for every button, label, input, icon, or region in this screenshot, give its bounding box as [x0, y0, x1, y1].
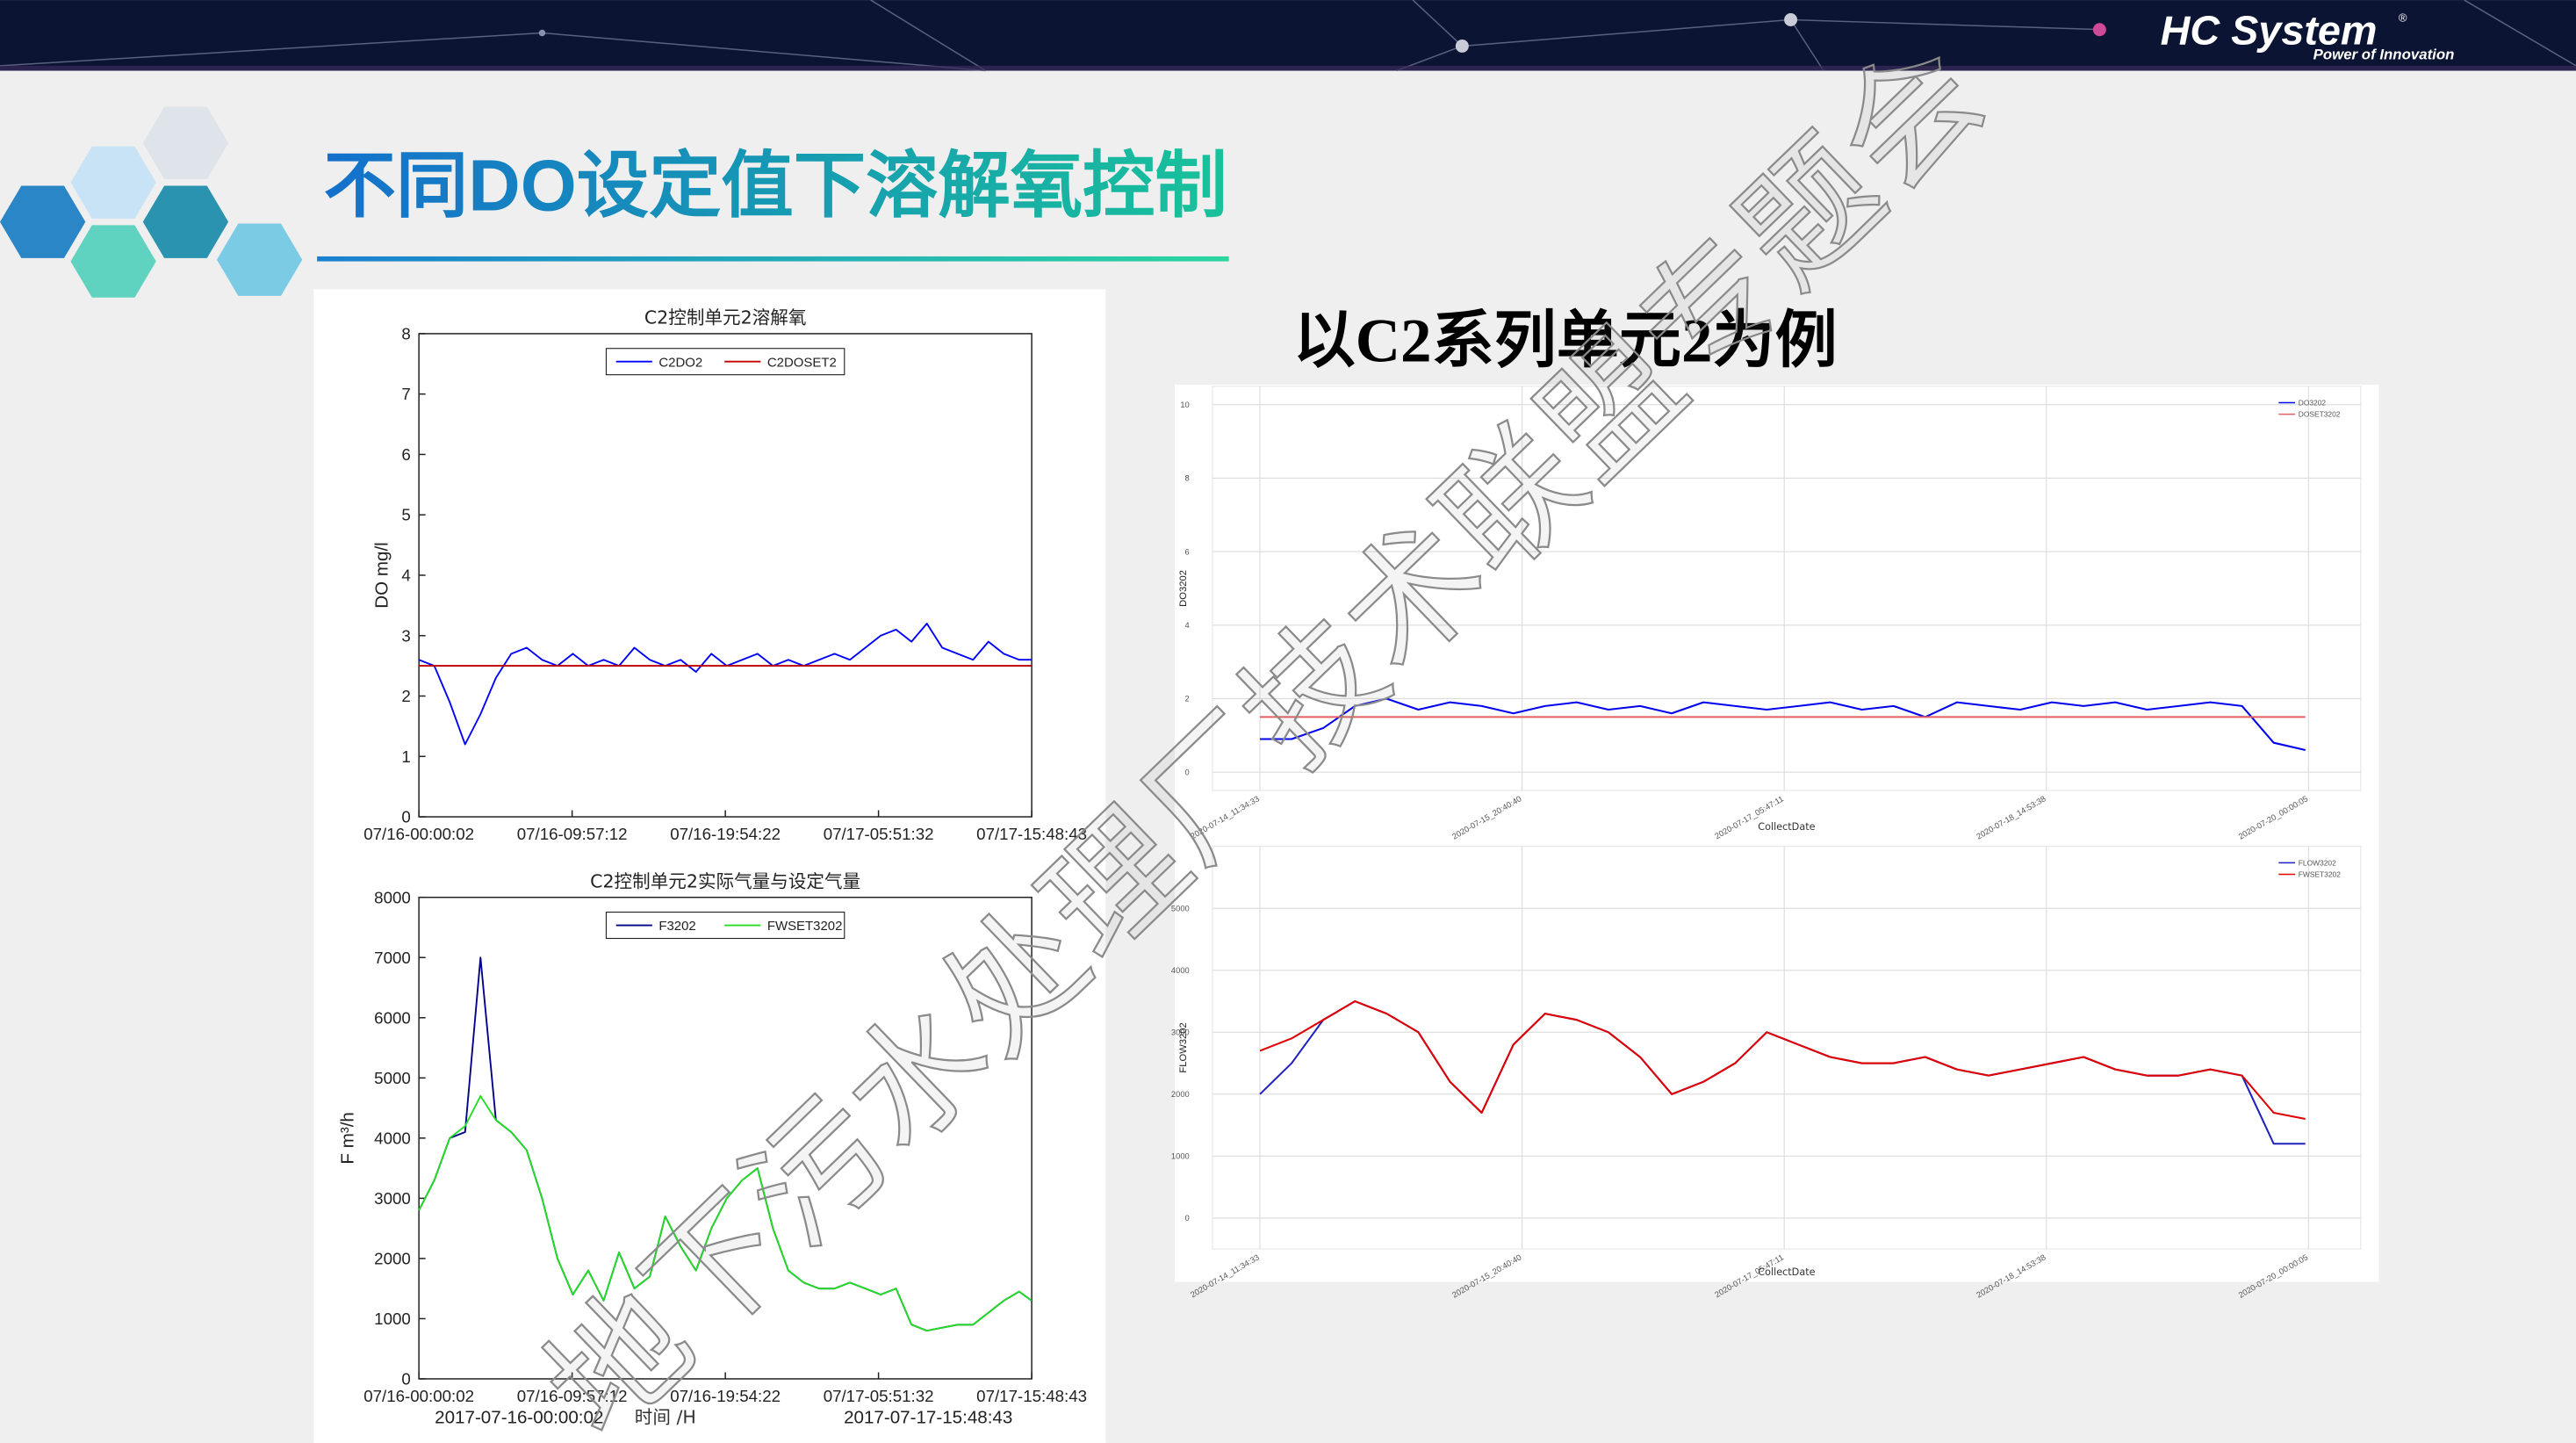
y-tick-label: 0 — [1185, 1214, 1190, 1223]
y-tick-label: 2000 — [374, 1249, 411, 1267]
chart-title: C2控制单元2溶解氧 — [644, 307, 807, 328]
y-tick-label: 6000 — [374, 1008, 411, 1027]
legend-label: FWSET3202 — [767, 919, 843, 934]
y-axis-label: DO3202 — [1178, 570, 1189, 607]
y-tick-label: 2 — [1185, 695, 1190, 703]
y-tick-label: 1000 — [374, 1310, 411, 1328]
brand-mark: ® — [2399, 11, 2407, 24]
y-tick-label: 1000 — [1171, 1152, 1190, 1161]
data-line — [1259, 1000, 2306, 1121]
x-tick-label: 07/17-05:51:32 — [824, 1387, 934, 1405]
y-tick-label: 5 — [401, 506, 410, 524]
legend-label: FLOW3202 — [2299, 858, 2336, 867]
x-tick-label: 07/17-15:48:43 — [976, 1387, 1087, 1405]
x-axis-label: CollectDate — [1758, 1266, 1815, 1278]
chart-title: C2控制单元2实际气量与设定气量 — [590, 870, 860, 891]
tagline: Power of Innovation — [2313, 46, 2455, 62]
y-tick-label: 4000 — [374, 1129, 411, 1147]
legend-label: DO3202 — [2299, 398, 2327, 407]
x-range-start: 2017-07-16-00:00:02 — [435, 1407, 603, 1427]
y-axis-label: F m³/h — [337, 1112, 357, 1164]
plot-frame — [1212, 386, 2362, 791]
data-line — [418, 1094, 1033, 1332]
x-axis-label: 时间 /H — [635, 1406, 696, 1427]
y-tick-label: 4 — [1185, 621, 1190, 630]
x-tick-label: 07/16-09:57:12 — [517, 825, 628, 843]
x-tick-label: 07/17-15:48:43 — [976, 825, 1087, 843]
legend-label: C2DOSET2 — [767, 355, 837, 370]
y-tick-label: 4000 — [1171, 966, 1190, 975]
legend-label: FWSET3202 — [2299, 870, 2341, 879]
y-tick-label: 4 — [401, 566, 410, 585]
header-band — [0, 0, 2576, 72]
y-tick-label: 8 — [1185, 474, 1190, 483]
legend-label: F3202 — [658, 919, 695, 934]
hexagon-decoration — [0, 106, 303, 298]
y-tick-label: 5000 — [374, 1069, 411, 1087]
brand: HC System — [2161, 8, 2378, 54]
y-tick-label: 8 — [401, 324, 410, 343]
y-tick-label: 5000 — [1171, 905, 1190, 913]
x-tick-label: 07/16-19:54:22 — [670, 1387, 781, 1405]
y-axis-label: DO mg/l — [372, 542, 392, 608]
data-line — [1260, 697, 2306, 752]
y-tick-label: 0 — [401, 1370, 410, 1389]
left-panel — [313, 289, 1106, 1443]
x-tick-label: 07/16-00:00:02 — [363, 1387, 474, 1405]
y-tick-label: 3000 — [374, 1189, 411, 1208]
x-tick-label: 07/16-19:54:22 — [670, 825, 781, 843]
y-tick-label: 6 — [401, 445, 410, 464]
x-range-end: 2017-07-17-15:48:43 — [844, 1407, 1012, 1427]
y-tick-label: 0 — [401, 808, 410, 826]
title-underline — [317, 256, 1229, 262]
right-panel — [1174, 384, 2379, 1282]
plot-frame — [1212, 846, 2362, 1250]
y-axis-label: FLOW3202 — [1178, 1022, 1189, 1072]
x-tick-label: 07/17-05:51:32 — [824, 825, 934, 843]
y-tick-label: 2000 — [1171, 1090, 1190, 1099]
legend-label: C2DO2 — [658, 355, 702, 370]
subtitle: 以C2系列单元2为例 — [1293, 307, 1838, 376]
y-tick-label: 2 — [401, 687, 410, 705]
y-tick-label: 1 — [401, 747, 410, 766]
legend-label: DOSET3202 — [2299, 410, 2341, 419]
y-tick-label: 3 — [401, 626, 410, 645]
y-tick-label: 7 — [401, 385, 410, 403]
x-tick-label: 07/16-00:00:02 — [363, 825, 474, 843]
x-axis-label: CollectDate — [1758, 821, 1815, 833]
y-tick-label: 7000 — [374, 949, 411, 967]
y-tick-label: 0 — [1185, 768, 1190, 776]
y-tick-label: 3000 — [1171, 1028, 1190, 1037]
slide-title: 不同DO设定值下溶解氧控制 — [324, 146, 1227, 227]
y-tick-label: 6 — [1185, 547, 1190, 556]
y-tick-label: 8000 — [374, 888, 411, 906]
x-tick-label: 07/16-09:57:12 — [517, 1387, 628, 1405]
y-tick-label: 10 — [1180, 400, 1189, 409]
